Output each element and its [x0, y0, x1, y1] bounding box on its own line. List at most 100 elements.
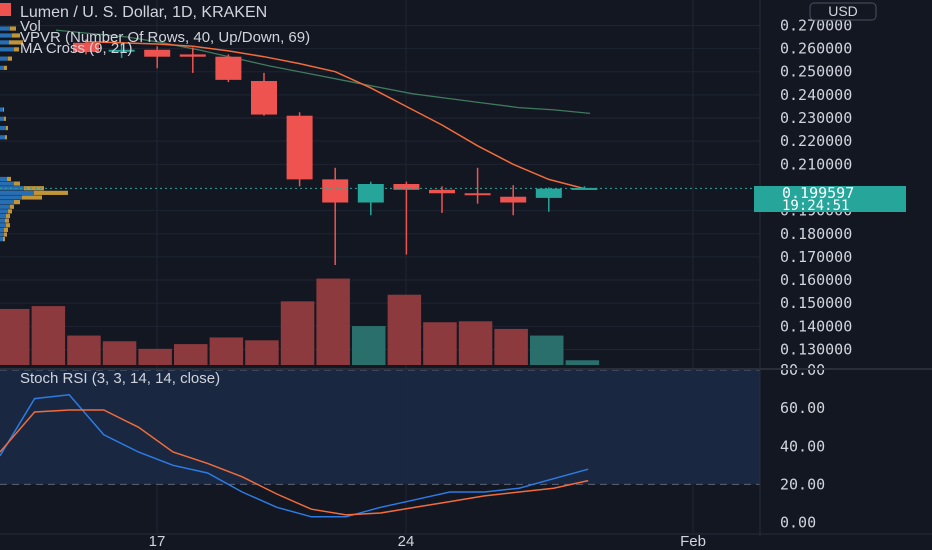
volume-bar	[67, 335, 101, 365]
vpvr-row-down	[4, 232, 7, 237]
candle-body	[429, 189, 455, 194]
time-tick-label: 17	[149, 533, 166, 550]
vpvr-row-down	[14, 47, 19, 52]
volume-bar	[423, 322, 457, 365]
candle-body	[251, 81, 277, 115]
price-tick-label: 0.250000	[780, 63, 852, 81]
ma-indicator-label[interactable]: MA Cross (9, 21)	[20, 40, 133, 57]
volume-bar	[352, 326, 386, 365]
price-tick-label: 0.240000	[780, 86, 852, 104]
price-badge: 0.199597 19:24:51	[754, 184, 906, 214]
time-tick-label: 24	[398, 533, 415, 550]
vpvr-row-down	[24, 186, 44, 191]
price-tick-label: 0.230000	[780, 109, 852, 127]
candle-body	[73, 42, 99, 53]
overlays	[0, 0, 932, 536]
price-tick-label: 0.260000	[780, 40, 852, 58]
vpvr-row-down	[3, 237, 5, 242]
vol-indicator-label[interactable]: Vol	[20, 18, 41, 35]
vpvr-row-up	[0, 176, 7, 182]
price-tick-label: 0.140000	[780, 317, 852, 335]
stoch-d-line	[0, 409, 589, 516]
vpvr-row-down	[10, 26, 16, 31]
ma-lines	[55, 29, 591, 190]
vpvr-row-down	[6, 125, 8, 131]
vpvr-row-up	[0, 33, 12, 38]
volume-bar	[316, 278, 350, 365]
vpvr-row-up	[0, 227, 4, 232]
candle-body	[535, 188, 562, 198]
volume-bars	[0, 278, 600, 365]
vpvr-row-up	[0, 116, 4, 121]
vpvr-row-up	[0, 204, 10, 209]
ma-slow-line	[55, 29, 591, 115]
vpvr-row-down	[3, 107, 4, 112]
vpvr-row-down	[22, 195, 42, 200]
axes: 0.270000 0.260000 0.250000 0.240000 0.230000…	[149, 0, 932, 550]
vpvr-row-up	[0, 56, 8, 61]
vpvr-row-up	[0, 65, 4, 70]
price-tick-label: 0.210000	[780, 155, 852, 173]
symbol-logo	[0, 3, 11, 16]
volume-bar	[565, 360, 600, 365]
time-tick-label: Feb	[680, 533, 706, 550]
ma-fast-line	[85, 40, 585, 190]
vpvr-row-down	[7, 176, 11, 182]
candle-body	[357, 184, 384, 203]
stoch-band	[0, 369, 760, 485]
price-tick-label: 0.160000	[780, 271, 852, 289]
volume-bar	[458, 321, 493, 365]
price-axis-bg	[760, 0, 932, 550]
vpvr-row-up	[0, 190, 34, 195]
vpvr-row-up	[0, 107, 3, 112]
price-tick-label: 0.220000	[780, 132, 852, 150]
price-tick-label: 0.180000	[780, 225, 852, 243]
symbol-title[interactable]: Lumen / U. S. Dollar, 1D, KRAKEN	[20, 4, 267, 21]
candle-body	[571, 187, 598, 190]
price-tick-label: 0.150000	[780, 294, 852, 312]
vpvr-row-down	[6, 213, 10, 219]
vpvr-profile	[0, 26, 68, 242]
candle-body	[322, 179, 349, 203]
candle-body	[108, 49, 135, 52]
candle-body	[500, 196, 527, 203]
price-tick-label: 0.130000	[780, 340, 852, 358]
volume-bar	[494, 328, 528, 365]
vpvr-row-up	[0, 213, 6, 219]
price-tick-label: 0.170000	[780, 248, 852, 266]
candle-body	[179, 54, 206, 57]
volume-bar	[102, 341, 137, 365]
vpvr-row-up	[0, 232, 4, 237]
currency-label: USD	[828, 3, 858, 19]
candles	[73, 39, 598, 266]
vpvr-row-up	[0, 200, 14, 205]
vpvr-row-down	[14, 200, 20, 205]
stoch-tick-label: 60.00	[780, 399, 825, 417]
stoch-tick-label: 0.00	[780, 514, 816, 532]
vpvr-row-down	[14, 181, 20, 186]
volume-bar	[280, 301, 315, 365]
vpvr-row-down	[4, 65, 7, 70]
vpvr-row-down	[8, 209, 12, 214]
currency-button[interactable]: USD	[809, 2, 877, 21]
stoch-band-fill	[0, 370, 760, 485]
vpvr-row-up	[0, 181, 14, 186]
vpvr-row-down	[6, 223, 10, 228]
candle-body	[464, 193, 491, 196]
vpvr-row-up	[0, 125, 6, 131]
vpvr-row-up	[0, 218, 5, 223]
vpvr-row-up	[0, 237, 3, 242]
price-tick-label: 0.270000	[780, 16, 852, 34]
vpvr-row-up	[0, 209, 8, 214]
vpvr-row-down	[12, 33, 20, 38]
vpvr-row-up	[0, 40, 9, 45]
vpvr-indicator-label[interactable]: VPVR (Number Of Rows, 40, Up/Down, 69)	[20, 29, 310, 46]
vpvr-row-down	[8, 56, 12, 61]
volume-bar	[174, 344, 208, 365]
stoch-indicator-label[interactable]: Stoch RSI (3, 3, 14, 14, close)	[20, 370, 220, 387]
stoch-lines	[0, 394, 589, 518]
vpvr-row-down	[9, 40, 23, 45]
candle-body	[393, 184, 420, 190]
volume-bar	[530, 335, 564, 365]
